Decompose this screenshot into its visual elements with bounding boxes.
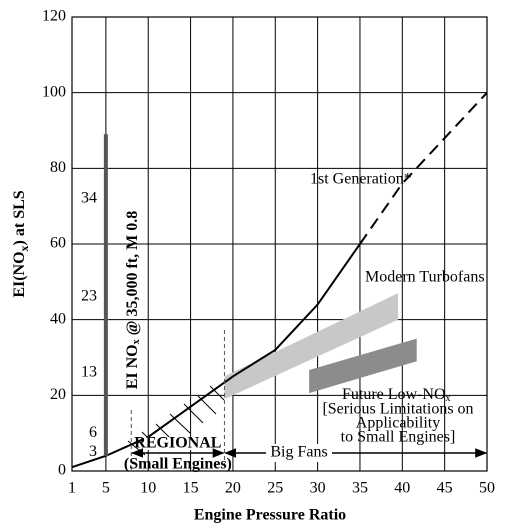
y-tick-label: 100	[42, 83, 66, 100]
y-tick-label: 60	[50, 235, 66, 252]
x-tick-label: 15	[183, 480, 199, 497]
curve-line	[359, 91, 488, 245]
secondary-tick-label: 23	[81, 288, 97, 305]
x-tick-label: 20	[225, 480, 241, 497]
y-axis-label-rest: ) at SLS	[11, 190, 28, 245]
label-bg	[266, 444, 332, 462]
band-label: Modern Turbofans	[365, 269, 485, 286]
y-tick-label: 0	[58, 462, 66, 479]
x-tick-label: 5	[102, 480, 110, 497]
x-axis-label: Engine Pressure Ratio	[194, 507, 346, 524]
curve-line	[71, 243, 361, 469]
x-tick-label: 40	[394, 480, 410, 497]
secondary-tick-label: 34	[81, 189, 97, 206]
region-label: REGIONAL	[134, 435, 221, 452]
band-label: Future Low-NOx	[342, 386, 451, 405]
y-tick-label: 20	[50, 386, 66, 403]
secondary-axis-label: EI NOx @ 35,000 ft, M 0.8	[124, 211, 143, 390]
x-tick-label: 35	[352, 480, 368, 497]
band	[309, 338, 417, 394]
band-label-sub: x	[446, 393, 451, 404]
plot-frame	[71, 16, 488, 472]
secondary-tick-label: 6	[89, 424, 97, 441]
y-tick-label: 80	[50, 159, 66, 176]
x-tick-label: 1	[68, 480, 76, 497]
curve-label: 1st Generation*	[310, 171, 412, 188]
y-axis-label-main: EI(NO	[11, 251, 28, 297]
x-tick-label: 50	[479, 480, 495, 497]
hatch-line	[183, 403, 204, 424]
x-tick-label: 25	[267, 480, 283, 497]
band-label-main: Future Low-NO	[342, 386, 446, 403]
secondary-label-main: EI NO	[124, 344, 141, 389]
hatch-line	[169, 413, 191, 434]
hatch-line	[209, 385, 225, 401]
label-bg	[143, 437, 212, 450]
y-axis-label-sub: x	[17, 245, 31, 251]
region-label: Big Fans	[270, 444, 327, 461]
x-tick-label: 10	[140, 480, 156, 497]
y-axis-label: EI(NOx) at SLS	[11, 190, 31, 297]
secondary-label-rest: @ 35,000 ft, M 0.8	[124, 211, 141, 340]
y-tick-label: 40	[50, 310, 66, 327]
secondary-label-sub: x	[131, 339, 142, 344]
y-tick-label: 120	[42, 8, 66, 25]
x-tick-label: 30	[310, 480, 326, 497]
band-note: to Small Engines]	[341, 429, 456, 446]
region-sublabel: (Small Engines)	[124, 456, 232, 473]
secondary-tick-label: 3	[89, 443, 97, 460]
band-note: [Serious Limitations on	[322, 401, 473, 418]
secondary-tick-label: 13	[81, 363, 97, 380]
band	[224, 293, 399, 400]
band-note: Applicability	[356, 415, 440, 432]
x-tick-label: 45	[437, 480, 453, 497]
